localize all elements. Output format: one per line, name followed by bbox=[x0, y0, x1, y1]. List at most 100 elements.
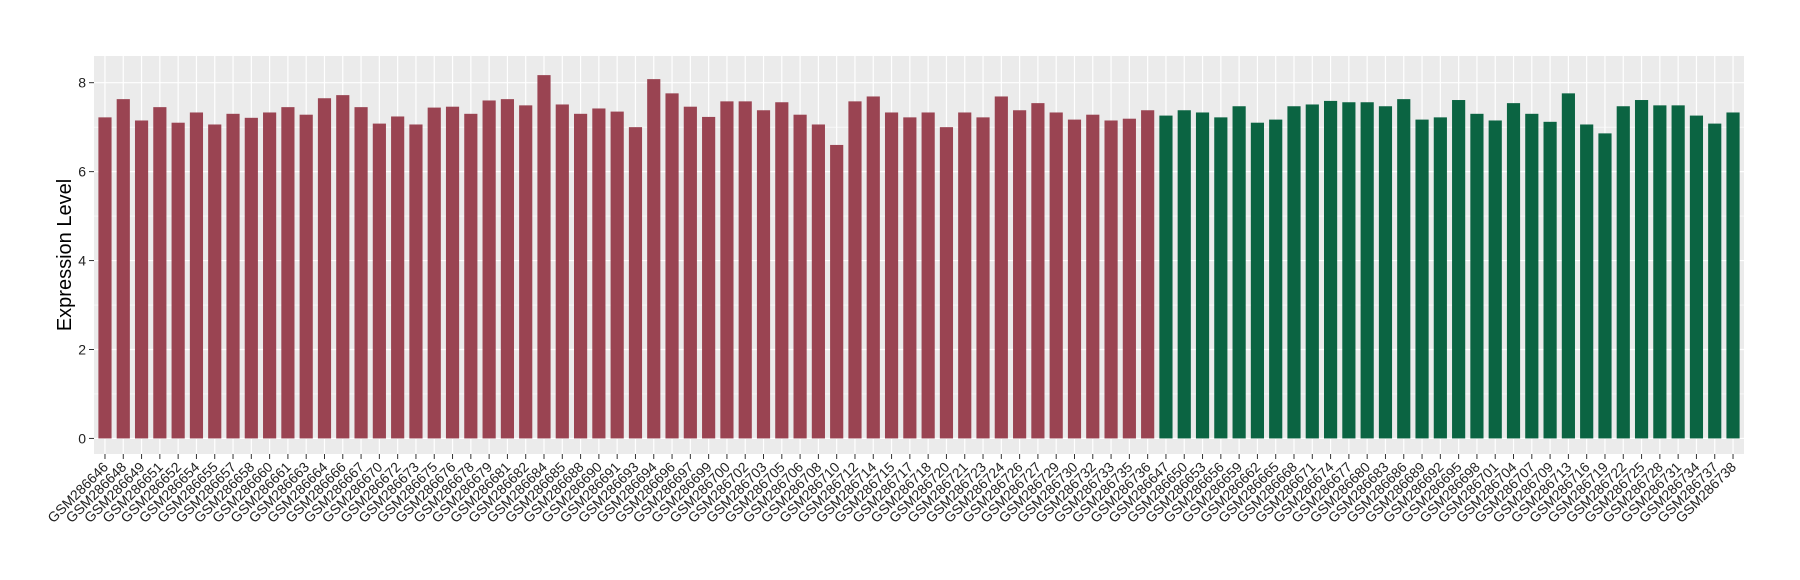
bar-GSM286691 bbox=[610, 111, 624, 439]
bar-GSM286718 bbox=[921, 112, 935, 439]
bar-GSM286653 bbox=[1195, 112, 1210, 439]
bar-GSM286674 bbox=[1324, 100, 1338, 439]
bar-GSM286724 bbox=[994, 96, 1008, 439]
bar-GSM286717 bbox=[903, 117, 917, 439]
bar-GSM286715 bbox=[884, 112, 899, 439]
bar-GSM286657 bbox=[226, 113, 240, 439]
bar-GSM286697 bbox=[683, 106, 697, 439]
bar-GSM286651 bbox=[153, 107, 167, 439]
bar-GSM286709 bbox=[1543, 121, 1557, 439]
bar-GSM286694 bbox=[647, 79, 661, 439]
bar-GSM286646 bbox=[98, 117, 112, 439]
y-tick-label: 8 bbox=[78, 75, 86, 91]
y-tick-label: 6 bbox=[78, 164, 86, 180]
bar-GSM286707 bbox=[1525, 113, 1539, 439]
bar-GSM286699 bbox=[702, 116, 716, 439]
bar-GSM286654 bbox=[189, 112, 204, 439]
bar-GSM286677 bbox=[1342, 102, 1356, 439]
bar-GSM286650 bbox=[1177, 110, 1191, 439]
bar-GSM286683 bbox=[1378, 106, 1393, 439]
bar-GSM286723 bbox=[976, 117, 990, 439]
bar-GSM286679 bbox=[482, 100, 496, 439]
bar-GSM286713 bbox=[1561, 93, 1575, 439]
bar-GSM286688 bbox=[574, 113, 588, 439]
bar-GSM286702 bbox=[738, 101, 752, 439]
bar-GSM286726 bbox=[1013, 110, 1027, 439]
bar-GSM286727 bbox=[1031, 103, 1045, 439]
bar-GSM286705 bbox=[775, 102, 789, 439]
bar-GSM286696 bbox=[665, 93, 679, 439]
bar-GSM286681 bbox=[500, 99, 514, 439]
bar-GSM286680 bbox=[1360, 102, 1374, 439]
bar-GSM286668 bbox=[1287, 106, 1301, 439]
bar-GSM286675 bbox=[427, 107, 441, 439]
bar-GSM286690 bbox=[592, 108, 606, 439]
bar-GSM286660 bbox=[263, 112, 277, 439]
bar-GSM286670 bbox=[372, 123, 386, 439]
bar-GSM286662 bbox=[1250, 122, 1264, 439]
bar-GSM286737 bbox=[1708, 123, 1722, 439]
bar-GSM286656 bbox=[1214, 117, 1228, 439]
bar-GSM286700 bbox=[720, 101, 734, 439]
bar-GSM286734 bbox=[1689, 115, 1704, 439]
bar-GSM286710 bbox=[830, 144, 844, 439]
bar-GSM286684 bbox=[537, 75, 551, 439]
bar-GSM286738 bbox=[1726, 112, 1740, 439]
bar-GSM286666 bbox=[336, 95, 350, 439]
bar-GSM286714 bbox=[866, 96, 880, 439]
bar-GSM286659 bbox=[1232, 106, 1246, 439]
y-axis: 0 2 4 6 8 bbox=[78, 75, 94, 446]
bar-GSM286719 bbox=[1598, 133, 1612, 439]
bar-GSM286661 bbox=[281, 107, 295, 439]
bar-GSM286703 bbox=[756, 110, 771, 439]
bar-GSM286720 bbox=[939, 127, 954, 439]
bar-GSM286649 bbox=[134, 120, 149, 439]
bar-GSM286655 bbox=[208, 124, 222, 439]
bars bbox=[98, 75, 1740, 439]
bar-GSM286672 bbox=[391, 116, 405, 439]
bar-GSM286731 bbox=[1671, 105, 1685, 439]
bar-GSM286682 bbox=[519, 105, 533, 439]
bar-GSM286678 bbox=[464, 113, 478, 439]
bar-GSM286733 bbox=[1104, 120, 1118, 439]
bar-GSM286716 bbox=[1580, 124, 1594, 439]
bar-GSM286722 bbox=[1616, 106, 1630, 439]
bar-GSM286673 bbox=[409, 124, 423, 439]
y-axis-title: Expression Level bbox=[54, 179, 76, 331]
bar-GSM286729 bbox=[1049, 112, 1063, 439]
bar-GSM286704 bbox=[1506, 103, 1521, 439]
bar-GSM286721 bbox=[958, 112, 972, 439]
bar-GSM286712 bbox=[848, 101, 862, 439]
bar-GSM286692 bbox=[1433, 117, 1447, 439]
bar-GSM286698 bbox=[1470, 113, 1484, 439]
x-axis: GSM286646GSM286648GSM286649GSM286651GSM2… bbox=[44, 454, 1739, 526]
bar-GSM286732 bbox=[1086, 114, 1100, 439]
bar-GSM286695 bbox=[1452, 100, 1466, 439]
bar-GSM286658 bbox=[244, 117, 258, 439]
bar-GSM286708 bbox=[811, 124, 825, 439]
bar-GSM286735 bbox=[1122, 118, 1136, 439]
y-tick-label: 2 bbox=[78, 341, 86, 357]
y-tick-label: 0 bbox=[78, 430, 86, 446]
bar-GSM286663 bbox=[299, 114, 313, 439]
bar-GSM286701 bbox=[1488, 120, 1502, 439]
bar-GSM286736 bbox=[1141, 110, 1155, 439]
bar-GSM286647 bbox=[1159, 115, 1173, 439]
bar-GSM286665 bbox=[1269, 119, 1283, 439]
bar-GSM286730 bbox=[1067, 119, 1082, 439]
y-tick-label: 4 bbox=[78, 253, 86, 269]
bar-GSM286689 bbox=[1415, 119, 1429, 439]
bar-GSM286664 bbox=[317, 98, 332, 439]
bar-GSM286693 bbox=[628, 127, 643, 439]
bar-GSM286686 bbox=[1397, 99, 1411, 439]
bar-GSM286676 bbox=[445, 106, 460, 439]
bar-GSM286652 bbox=[171, 122, 185, 439]
plot-panel bbox=[94, 56, 1744, 454]
bar-GSM286706 bbox=[793, 114, 807, 439]
bar-GSM286685 bbox=[555, 104, 569, 439]
bar-GSM286667 bbox=[354, 107, 368, 439]
bar-GSM286671 bbox=[1305, 104, 1319, 439]
bar-GSM286728 bbox=[1653, 105, 1667, 439]
bar-GSM286648 bbox=[116, 99, 130, 439]
